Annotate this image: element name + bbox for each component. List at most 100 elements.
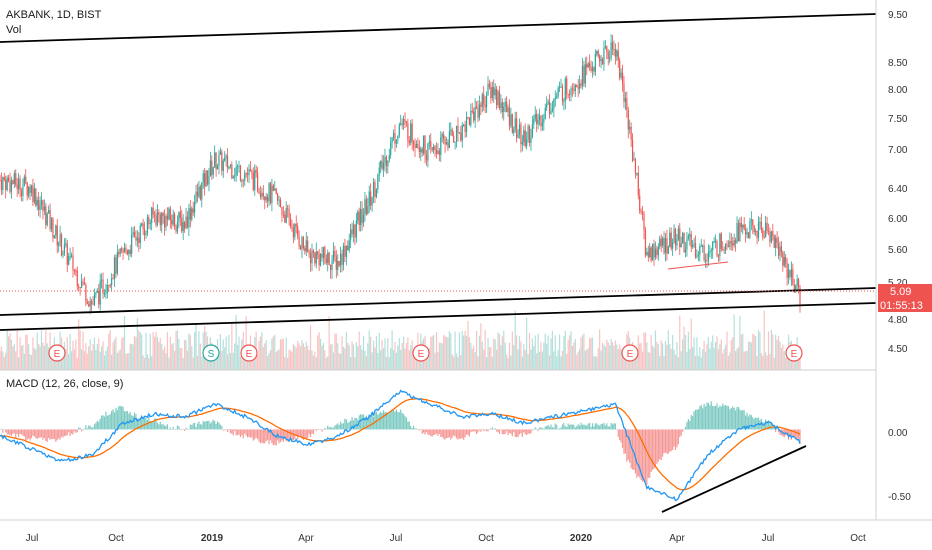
upper-channel-line[interactable] [0, 13, 877, 43]
candle-body [332, 250, 335, 261]
candle-body [747, 232, 750, 238]
candle-body [650, 247, 652, 261]
histogram-bar [39, 429, 41, 438]
earnings-marker[interactable]: E [48, 344, 66, 362]
split-marker[interactable]: S [202, 344, 220, 362]
volume-bar [289, 350, 292, 370]
volume-bar [730, 340, 732, 370]
volume-legend[interactable]: Vol [6, 24, 21, 36]
volume-bar [431, 335, 433, 370]
candle-body [760, 222, 762, 230]
volume-bar [76, 357, 78, 370]
candle-body [0, 180, 3, 190]
volume-bar [101, 346, 103, 370]
volume-bar [483, 349, 485, 370]
candle-body [317, 251, 319, 255]
histogram-bar [33, 429, 35, 437]
volume-bar [624, 356, 627, 370]
earnings-marker[interactable]: E [621, 344, 639, 362]
volume-bar [129, 343, 131, 370]
earnings-marker[interactable]: E [240, 344, 258, 362]
histogram-bar [288, 429, 290, 443]
histogram-bar [571, 424, 574, 430]
short-red-trendline[interactable] [667, 261, 729, 270]
macd-histogram [0, 401, 801, 485]
histogram-bar [706, 402, 708, 430]
candle-body [148, 217, 150, 224]
candle-body [420, 148, 422, 152]
symbol-title[interactable]: AKBANK, 1D, BIST [6, 9, 102, 21]
candle-body [85, 284, 87, 302]
histogram-bar [252, 429, 254, 441]
volume-bar [111, 354, 113, 370]
price-tick-label: 4.50 [888, 344, 908, 355]
volume-bar [69, 333, 71, 370]
volume-bar [451, 354, 453, 370]
volume-bar [73, 349, 76, 370]
candle-body [350, 229, 352, 240]
volume-bar [444, 335, 446, 370]
histogram-bar [750, 415, 752, 430]
candle-body [783, 257, 785, 266]
volume-bar [743, 351, 745, 370]
candle-body [689, 234, 691, 237]
price-axis-background[interactable] [876, 0, 932, 520]
histogram-bar [590, 427, 592, 430]
volume-bar [65, 348, 67, 370]
histogram-bar [769, 421, 771, 430]
volume-bar [521, 356, 523, 370]
volume-bar [488, 347, 491, 370]
macd-legend[interactable]: MACD (12, 26, close, 9) [6, 378, 123, 390]
histogram-bar [584, 425, 586, 430]
volume-bar [68, 354, 70, 370]
macd-divergence-line[interactable] [661, 445, 807, 513]
candle-body [407, 123, 409, 141]
candle-body [400, 123, 402, 125]
candle-body [181, 217, 183, 232]
candle-body [714, 240, 717, 242]
volume-bar [402, 336, 405, 370]
candle-body [318, 254, 320, 266]
candle-body [92, 303, 94, 305]
histogram-bar [606, 423, 608, 430]
candle-body [214, 152, 216, 168]
candle-body [241, 180, 243, 182]
lower-channel-line-2[interactable] [0, 302, 877, 331]
histogram-bar [337, 423, 339, 430]
earnings-marker[interactable]: E [785, 344, 803, 362]
histogram-bar [430, 429, 432, 437]
histogram-bar [410, 426, 412, 430]
drawn-trendlines[interactable] [0, 13, 877, 513]
histogram-bar [298, 429, 300, 437]
candle-body [483, 94, 485, 105]
histogram-bar [109, 414, 111, 430]
volume-bar [199, 343, 201, 370]
volume-bar [311, 350, 313, 370]
volume-bar [161, 343, 163, 370]
candle-body [123, 247, 126, 253]
candle-body [228, 166, 230, 169]
candle-body [258, 190, 260, 194]
candle-body [564, 78, 566, 102]
earnings-marker[interactable]: E [412, 344, 430, 362]
macd-pane[interactable] [0, 389, 801, 502]
histogram-bar [474, 429, 476, 432]
candle-body [191, 208, 193, 220]
lower-channel-line-1[interactable] [0, 287, 877, 316]
histogram-bar [792, 429, 794, 437]
price-pane[interactable] [0, 34, 801, 370]
histogram-bar [593, 426, 595, 430]
candle-body [55, 225, 57, 236]
candle-body [536, 114, 538, 125]
candle-body [621, 72, 624, 84]
candle-body [659, 238, 661, 247]
histogram-bar [25, 429, 27, 441]
candle-body [453, 135, 455, 143]
volume-bar [367, 343, 369, 370]
volume-bar [599, 329, 601, 370]
volume-bar [162, 349, 164, 370]
histogram-bar [89, 425, 91, 430]
candle-body [664, 238, 667, 253]
